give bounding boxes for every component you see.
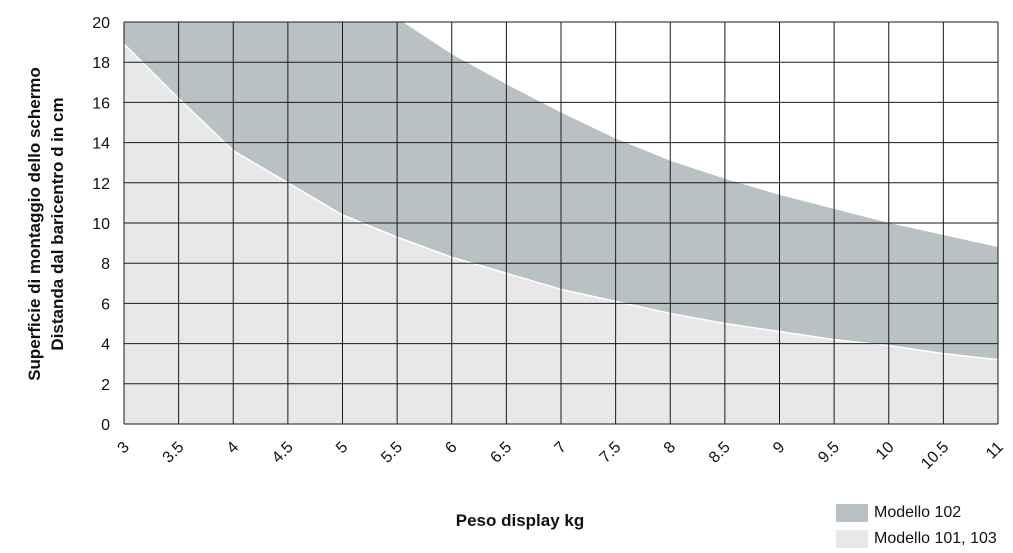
x-tick-label: 5.5 bbox=[378, 439, 406, 467]
legend-label-modello-101-103: Modello 101, 103 bbox=[874, 530, 997, 547]
legend-swatch-modello-102 bbox=[836, 504, 868, 522]
legend-label-modello-102: Modello 102 bbox=[874, 504, 962, 521]
legend-item-modello-101-103: Modello 101, 103 bbox=[836, 526, 997, 552]
x-tick-label: 7 bbox=[552, 439, 570, 457]
y-tick-label: 18 bbox=[92, 55, 110, 72]
y-tick-label: 12 bbox=[92, 176, 110, 193]
y-tick-label: 14 bbox=[92, 136, 110, 153]
x-tick-label: 9.5 bbox=[815, 439, 843, 467]
y-axis-ticks: 0 2 4 6 8 10 12 14 16 18 20 bbox=[92, 15, 110, 434]
legend-swatch-modello-101-103 bbox=[836, 530, 868, 548]
y-tick-label: 0 bbox=[101, 417, 110, 434]
x-tick-label: 4 bbox=[224, 439, 242, 457]
x-tick-label: 3.5 bbox=[160, 439, 188, 467]
x-tick-label: 7.5 bbox=[597, 439, 625, 467]
x-tick-label: 6.5 bbox=[487, 439, 515, 467]
y-tick-label: 10 bbox=[92, 216, 110, 233]
y-tick-label: 8 bbox=[101, 256, 110, 273]
chart-grid bbox=[123, 21, 999, 425]
y-tick-label: 4 bbox=[101, 337, 110, 354]
x-tick-label: 11 bbox=[983, 439, 1007, 463]
x-tick-label: 9 bbox=[770, 439, 788, 457]
legend-item-modello-102: Modello 102 bbox=[836, 500, 997, 526]
y-tick-label: 2 bbox=[101, 377, 110, 394]
x-axis-label: Peso display kg bbox=[456, 511, 585, 530]
x-tick-label: 10.5 bbox=[918, 439, 952, 473]
x-tick-label: 8.5 bbox=[706, 439, 734, 467]
y-axis-label-line-2: Distanda dal baricentro d in cm bbox=[48, 97, 67, 350]
y-axis-label-line-1: Superficie di montaggio dello schermo bbox=[25, 67, 44, 381]
x-tick-label: 4.5 bbox=[269, 439, 297, 467]
x-tick-label: 10 bbox=[873, 439, 898, 464]
y-tick-label: 16 bbox=[92, 95, 110, 112]
x-tick-label: 8 bbox=[661, 439, 679, 457]
x-tick-label: 3 bbox=[115, 439, 133, 457]
y-tick-label: 6 bbox=[101, 296, 110, 313]
x-axis-ticks: 3 3.5 4 4.5 5 5.5 6 6.5 7 7.5 8 8.5 9 9.5 10 10.5 11 bbox=[115, 439, 1007, 473]
y-tick-label: 20 bbox=[92, 15, 110, 32]
legend: Modello 102 Modello 101, 103 bbox=[836, 500, 997, 552]
x-tick-label: 5 bbox=[333, 439, 351, 457]
x-tick-label: 6 bbox=[442, 439, 460, 457]
